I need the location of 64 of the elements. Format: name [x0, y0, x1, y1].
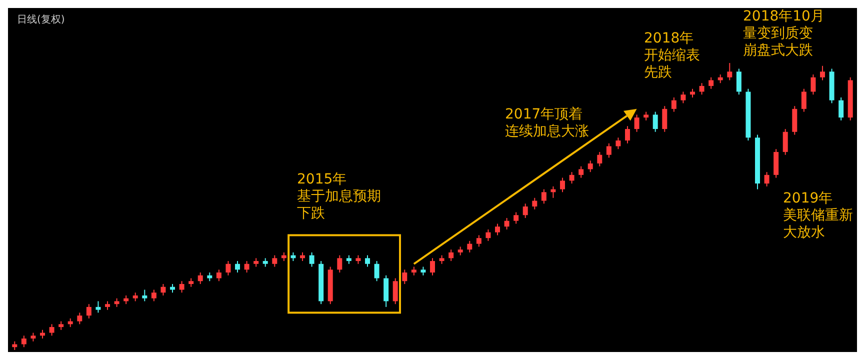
candlestick [782, 128, 788, 156]
candlestick [560, 177, 565, 193]
candlestick [402, 269, 408, 284]
candlestick [522, 203, 528, 218]
candlestick [792, 106, 798, 136]
candlestick [384, 274, 389, 308]
candlestick [801, 88, 806, 112]
annotation: 2019年美联储重新大放水 [783, 190, 853, 240]
candlestick [226, 260, 231, 276]
candlestick [616, 137, 621, 150]
candlestick [606, 142, 612, 158]
candlestick [486, 228, 491, 242]
candlestick [699, 82, 704, 96]
candlestick [708, 76, 714, 90]
candlestick [235, 260, 240, 274]
candlestick [244, 260, 250, 274]
candlestick [838, 96, 844, 121]
candlestick [430, 258, 435, 276]
annotation: 2015年基于加息预期下跌 [297, 172, 381, 222]
candlestick [597, 151, 602, 167]
candlestick [764, 172, 770, 187]
candlestick [179, 280, 184, 294]
candlestick [272, 254, 278, 268]
candlestick [541, 188, 546, 204]
candlestick [198, 272, 203, 284]
chart-title: 日线(复权) [17, 14, 65, 26]
candlestick [476, 234, 482, 248]
candlestick [578, 166, 584, 178]
candlestick [495, 223, 500, 236]
candlestick [514, 212, 519, 224]
candlestick [216, 269, 222, 282]
candlestick [337, 254, 342, 274]
candlestick [392, 278, 398, 305]
candlestick [569, 172, 574, 184]
candlestick [96, 300, 101, 314]
candlestick [365, 254, 370, 268]
annotation: 2018年开始缩表先跌 [644, 30, 700, 80]
annotation: 2017年顶着连续加息大涨 [505, 106, 589, 140]
candlestick [309, 252, 314, 268]
candlestick [374, 260, 380, 282]
candlestick [467, 240, 472, 253]
candlestick [448, 249, 454, 262]
candlestick [736, 68, 742, 96]
candlestick [727, 62, 732, 81]
candlestick [151, 289, 156, 302]
candlestick [774, 148, 779, 178]
candlestick [810, 74, 816, 96]
candlestick [86, 304, 92, 319]
candlestick [77, 312, 82, 325]
candlestick [532, 197, 538, 210]
candlestick [671, 96, 676, 112]
candlestick [680, 91, 686, 104]
candlestick [662, 106, 668, 132]
candlestick [820, 65, 825, 81]
candlestick [21, 335, 26, 348]
candlestick [652, 111, 658, 132]
candlestick [625, 126, 630, 144]
candlestick [634, 114, 640, 132]
candlestick [504, 217, 510, 230]
candlestick [588, 160, 593, 173]
candlestick [142, 289, 148, 302]
candlestick [160, 283, 166, 296]
candlestick [49, 324, 54, 336]
text: 2018年10月量变到质变崩盘式大跌 [743, 8, 824, 58]
